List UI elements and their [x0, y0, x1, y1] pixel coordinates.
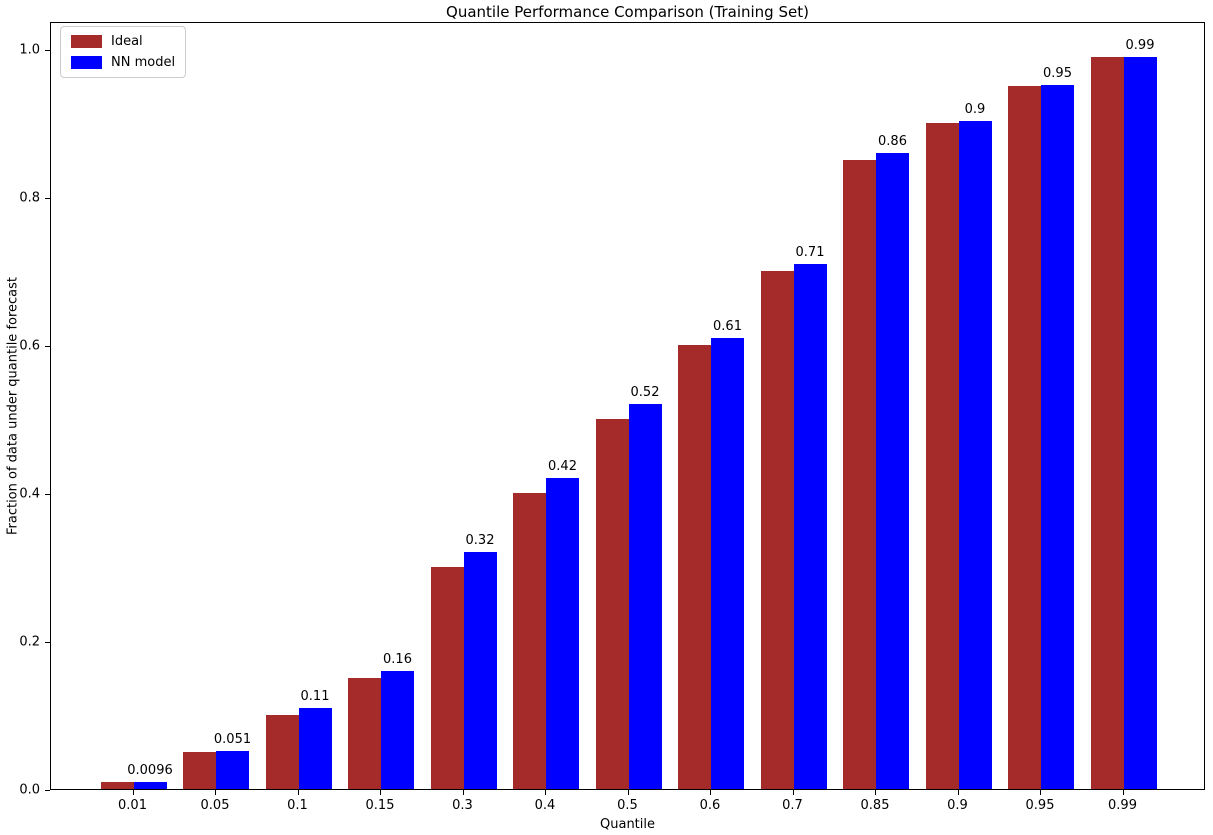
bar-value-label: 0.86 — [878, 133, 907, 149]
x-tick-mark — [710, 790, 711, 795]
bar-value-label: 0.11 — [300, 688, 330, 704]
bar-value-label: 0.71 — [795, 244, 825, 260]
bar-ideal — [595, 419, 629, 789]
legend-swatch-nn-model — [71, 56, 102, 69]
bar-nn-model — [876, 152, 909, 789]
x-tick-mark — [875, 790, 876, 795]
bar-ideal — [925, 123, 959, 789]
bar-nn-model — [793, 263, 827, 789]
y-tick-label: 0.2 — [19, 634, 40, 650]
x-tick-mark — [957, 790, 959, 795]
bar-value-label: 0.051 — [213, 732, 252, 748]
legend-label-ideal: Ideal — [111, 34, 143, 49]
x-tick-label: 0.95 — [1025, 798, 1055, 813]
y-tick-mark — [45, 642, 50, 644]
chart-title: Quantile Performance Comparison (Trainin… — [446, 3, 809, 21]
x-tick-label: 0.5 — [617, 798, 638, 813]
bar-nn-model — [216, 751, 249, 789]
x-tick-label: 0.85 — [860, 798, 890, 813]
bar-value-label: 0.32 — [465, 533, 495, 549]
x-tick-label: 0.3 — [452, 798, 473, 813]
bar-ideal — [1090, 56, 1124, 789]
x-tick-label: 0.4 — [534, 798, 556, 813]
bar-value-label: 0.95 — [1043, 66, 1072, 82]
bar-value-label: 0.0096 — [127, 762, 173, 778]
bar-nn-model — [958, 120, 992, 789]
x-tick-label: 0.7 — [782, 798, 803, 813]
bar-nn-model — [711, 337, 744, 789]
bar-nn-model — [1123, 56, 1157, 789]
x-tick-label: 0.1 — [287, 798, 308, 813]
bar-value-label: 0.52 — [630, 385, 660, 401]
bar-value-label: 0.61 — [713, 318, 742, 334]
bar-ideal — [678, 345, 711, 789]
bar-nn-model — [463, 552, 497, 789]
x-tick-label: 0.01 — [118, 798, 147, 813]
bar-ideal — [100, 781, 134, 789]
legend-swatch-ideal — [71, 35, 102, 48]
bar-nn-model — [1041, 85, 1074, 789]
x-tick-mark — [1122, 790, 1124, 795]
bar-nn-model — [628, 404, 662, 789]
y-tick-mark — [45, 346, 50, 348]
bar-ideal — [348, 678, 381, 789]
bar-nn-model — [298, 707, 332, 789]
y-tick-label: 1.0 — [19, 42, 40, 58]
x-tick-mark — [297, 790, 299, 795]
bar-ideal — [265, 715, 299, 789]
y-tick-label: 0.4 — [19, 486, 40, 502]
x-tick-mark — [132, 790, 134, 795]
x-tick-label: 0.6 — [699, 798, 721, 813]
bar-ideal — [183, 752, 216, 789]
x-tick-mark — [792, 790, 794, 795]
y-tick-mark — [45, 494, 50, 496]
x-tick-label: 0.05 — [200, 798, 230, 813]
y-tick-mark — [45, 198, 50, 200]
legend-item-ideal: Ideal — [71, 34, 175, 49]
legend: Ideal NN model — [60, 26, 187, 78]
y-tick-mark — [45, 790, 50, 791]
x-axis-label: Quantile — [600, 817, 655, 832]
x-tick-label: 0.9 — [947, 798, 968, 813]
bar-value-label: 0.16 — [383, 651, 412, 667]
y-tick-label: 0.0 — [19, 782, 40, 798]
bar-nn-model — [546, 478, 579, 789]
bar-value-label: 0.99 — [1125, 37, 1155, 53]
x-tick-mark — [215, 790, 216, 795]
x-tick-mark — [627, 790, 629, 795]
bar-nn-model — [133, 781, 167, 789]
bar-ideal — [430, 567, 464, 789]
y-tick-label: 0.8 — [19, 190, 40, 206]
bar-nn-model — [381, 670, 414, 789]
y-tick-label: 0.6 — [19, 338, 40, 354]
bar-ideal — [1008, 86, 1041, 789]
bar-ideal — [843, 160, 876, 789]
bar-value-label: 0.9 — [964, 101, 986, 117]
y-tick-mark — [45, 50, 50, 52]
bar-value-label: 0.42 — [548, 459, 577, 475]
x-tick-mark — [1040, 790, 1041, 795]
x-tick-mark — [462, 790, 464, 795]
bar-ideal — [513, 493, 546, 789]
x-tick-mark — [545, 790, 546, 795]
legend-item-nn-model: NN model — [71, 55, 175, 70]
bar-ideal — [760, 271, 794, 789]
legend-label-nn-model: NN model — [111, 55, 176, 70]
x-tick-label: 0.15 — [365, 798, 395, 813]
x-tick-mark — [380, 790, 381, 795]
x-tick-label: 0.99 — [1108, 798, 1137, 813]
plot-area: 0.0096 0.051 0.11 0.16 0.32 0.42 0.52 0.61 0.71 0… — [50, 22, 1205, 790]
